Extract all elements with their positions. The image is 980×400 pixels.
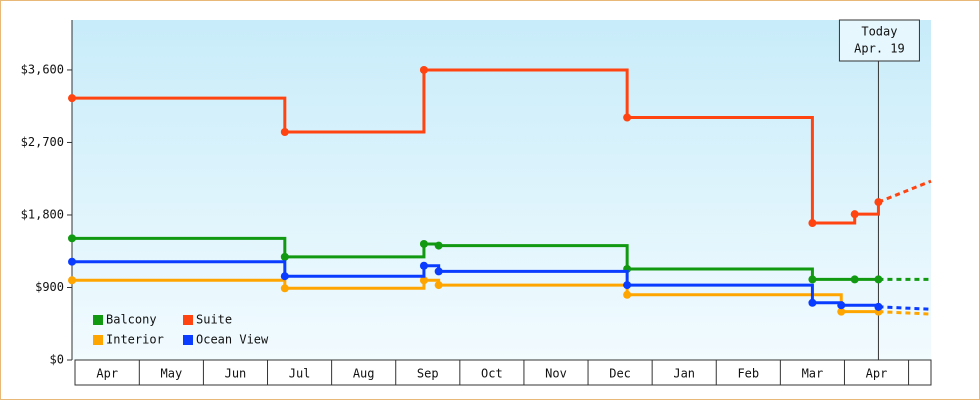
price-point [808,298,817,307]
price-point [68,94,76,103]
price-point [808,275,817,284]
y-tick-label: $1,800 [21,207,64,221]
price-point [837,307,846,316]
price-point [419,261,428,270]
price-point [280,127,289,136]
price-point [280,272,289,281]
today-box [838,19,920,62]
price-point [623,281,632,290]
x-tick-label: Feb [737,367,759,381]
y-tick-label: $0 [50,353,64,367]
x-tick-label: Aug [353,367,375,381]
price-point [419,276,428,285]
plot-area [72,20,931,360]
legend-label: Suite [196,313,232,327]
x-tick-label: Apr [866,367,888,381]
price-point [68,257,76,266]
x-tick-label: Sep [417,367,439,381]
price-point [434,241,443,250]
price-point [68,234,76,243]
today-label: Today [861,25,897,39]
legend-swatch [93,315,103,325]
x-tick-label: May [161,367,183,381]
price-point [419,239,428,248]
x-tick-label: Jul [289,367,311,381]
x-tick-label: Apr [96,367,118,381]
x-tick-label: Dec [609,367,631,381]
legend-swatch [93,335,103,345]
x-tick-label: Jan [673,367,695,381]
legend-label: Balcony [106,313,157,327]
x-tick-label: Nov [545,367,567,381]
price-point [623,113,632,122]
price-point [280,252,289,261]
price-point [280,284,289,293]
x-tick-label: Mar [802,367,824,381]
price-point [434,267,443,276]
x-tick-label: Oct [481,367,503,381]
legend-swatch [183,315,193,325]
price-point [850,210,859,219]
price-point [874,302,883,311]
today-label: Apr. 19 [854,42,905,56]
price-point [850,275,859,284]
price-point [874,275,883,284]
y-tick-label: $3,600 [21,62,64,76]
x-axis-box [74,359,932,386]
price-point [419,65,428,74]
price-point [68,276,76,285]
x-tick-label: Jun [225,367,247,381]
price-point [623,290,632,299]
legend-swatch [183,335,193,345]
y-tick-label: $900 [35,280,64,294]
price-point [434,281,443,290]
y-tick-label: $2,700 [21,135,64,149]
price-point [837,301,846,310]
legend-label: Ocean View [196,333,269,347]
legend-label: Interior [106,333,164,347]
forecast-line [877,179,932,204]
price-point [808,219,817,228]
price-point [874,198,883,207]
